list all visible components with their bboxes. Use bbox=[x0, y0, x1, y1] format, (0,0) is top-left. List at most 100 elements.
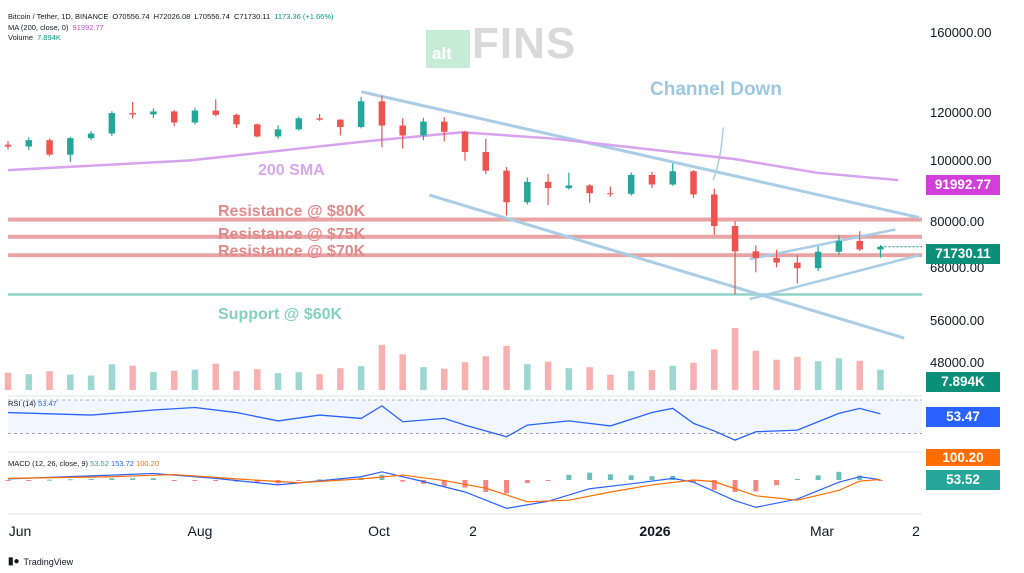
volume-bar bbox=[295, 372, 303, 390]
support-60k-label: Support @ $60K bbox=[218, 306, 343, 323]
volume-bar bbox=[711, 349, 718, 390]
volume-value: 7.894K bbox=[37, 33, 61, 42]
candle-body bbox=[794, 262, 801, 269]
volume-bar bbox=[814, 361, 822, 390]
rsi-line bbox=[7, 405, 881, 441]
volume-bar bbox=[25, 374, 33, 390]
resistance-75k-label: Resistance @ $75K bbox=[218, 226, 366, 243]
volume-bar bbox=[274, 373, 282, 390]
candle-body bbox=[170, 111, 178, 123]
volume-bar bbox=[773, 359, 780, 390]
candle-body bbox=[420, 121, 427, 136]
candle-body bbox=[254, 124, 261, 137]
macd-histogram-bar bbox=[628, 475, 634, 480]
ma-price-tag: 91992.77 bbox=[926, 175, 1000, 195]
volume-bar bbox=[544, 361, 552, 390]
high-value: H72026.08 bbox=[153, 12, 191, 21]
candle-body bbox=[544, 181, 552, 189]
macd-histogram-bar bbox=[649, 476, 655, 480]
macd-histogram-bar bbox=[150, 478, 156, 480]
rsi-label: RSI (14) bbox=[8, 399, 36, 408]
volume-bar bbox=[524, 364, 531, 390]
tradingview-brand: TradingView bbox=[23, 556, 74, 567]
candle-body bbox=[67, 138, 74, 155]
x-tick-oct: Oct bbox=[368, 523, 390, 539]
volume-bar bbox=[87, 375, 95, 390]
sma-200-line bbox=[7, 131, 899, 182]
macd-histogram-bar bbox=[483, 480, 489, 492]
macd-line bbox=[7, 471, 881, 509]
macd-histogram-bar bbox=[130, 478, 136, 480]
watermark-alt: alt bbox=[432, 44, 452, 63]
macd-histogram-bar bbox=[213, 480, 219, 481]
volume-bar bbox=[731, 328, 739, 390]
price-tick-56000: 56000.00 bbox=[930, 313, 985, 328]
macd-histogram-bar bbox=[47, 479, 53, 481]
candle-body bbox=[233, 114, 240, 125]
macd-histogram-bar bbox=[815, 475, 821, 480]
volume-tag: 7.894K bbox=[926, 372, 1000, 392]
open-value: O70556.74 bbox=[112, 12, 150, 21]
volume-bar bbox=[690, 362, 697, 390]
candle-body bbox=[648, 174, 656, 185]
candle-body bbox=[25, 140, 33, 147]
candle-body bbox=[108, 113, 116, 134]
macd-histogram-bar bbox=[88, 478, 94, 480]
macd-histogram-bar bbox=[691, 480, 696, 483]
tradingview-logo-icon: ▮● bbox=[8, 556, 20, 567]
x-tick-nov2: 2 bbox=[469, 523, 477, 539]
volume-bar bbox=[482, 356, 490, 390]
volume-bar bbox=[170, 370, 178, 390]
ma-label: MA (200, close, 0) bbox=[8, 23, 69, 32]
macd-histogram-bar bbox=[109, 478, 115, 480]
x-tick-2026: 2026 bbox=[639, 523, 671, 539]
volume-bar bbox=[254, 369, 261, 390]
candle-body bbox=[773, 257, 780, 263]
x-tick-mar: Mar bbox=[809, 523, 835, 539]
macd-histogram-bar bbox=[67, 479, 73, 481]
macd-histogram-bar bbox=[607, 474, 613, 480]
candle-body bbox=[669, 171, 676, 185]
macd-histogram-bar bbox=[504, 480, 510, 494]
macd-legend: MACD (12, 26, close, 9) 53.52 153.72 100… bbox=[8, 459, 159, 468]
close-value: C71730.11 bbox=[233, 12, 271, 21]
macd-histogram-bar bbox=[774, 480, 780, 486]
channel-upper-line bbox=[360, 90, 920, 219]
price-tick-120000: 120000.00 bbox=[930, 105, 992, 120]
macd-v3: 100.20 bbox=[136, 459, 159, 468]
volume-bar bbox=[46, 371, 53, 390]
macd-histogram-bar bbox=[441, 480, 447, 487]
candle-body bbox=[856, 240, 863, 250]
candle-body bbox=[295, 118, 303, 130]
candle-body bbox=[87, 133, 95, 139]
resistance-75k-line bbox=[8, 234, 922, 239]
volume-bar bbox=[316, 374, 323, 390]
volume-bar bbox=[669, 365, 676, 390]
last-price-tag: 71730.11 bbox=[926, 244, 1000, 264]
volume-bar bbox=[503, 345, 510, 390]
candle-body bbox=[752, 251, 760, 258]
volume-bar bbox=[835, 358, 843, 390]
candle-body bbox=[607, 193, 614, 195]
volume-bar bbox=[378, 344, 386, 390]
macd-histogram-bar bbox=[836, 471, 842, 480]
watermark-alt-box: alt bbox=[426, 30, 470, 68]
resistance-70k-line bbox=[8, 253, 922, 258]
volume-bar bbox=[794, 356, 801, 390]
volume-bar bbox=[648, 370, 656, 390]
volume-bar bbox=[150, 372, 157, 390]
candle-body bbox=[357, 101, 365, 127]
sma-label: 200 SMA bbox=[258, 162, 325, 179]
channel-down-label: Channel Down bbox=[650, 79, 782, 100]
candle-body bbox=[461, 131, 469, 152]
resistance-80k-label: Resistance @ $80K bbox=[218, 203, 366, 220]
macd-histogram-bar bbox=[400, 480, 406, 482]
candle-body bbox=[378, 101, 386, 126]
macd-histogram-bar bbox=[857, 475, 863, 480]
volume-bar bbox=[191, 369, 199, 390]
macd-histogram-bar bbox=[566, 474, 572, 480]
watermark-fins: FINS bbox=[472, 19, 577, 68]
volume-bar bbox=[4, 372, 12, 390]
candle-body bbox=[212, 110, 219, 115]
